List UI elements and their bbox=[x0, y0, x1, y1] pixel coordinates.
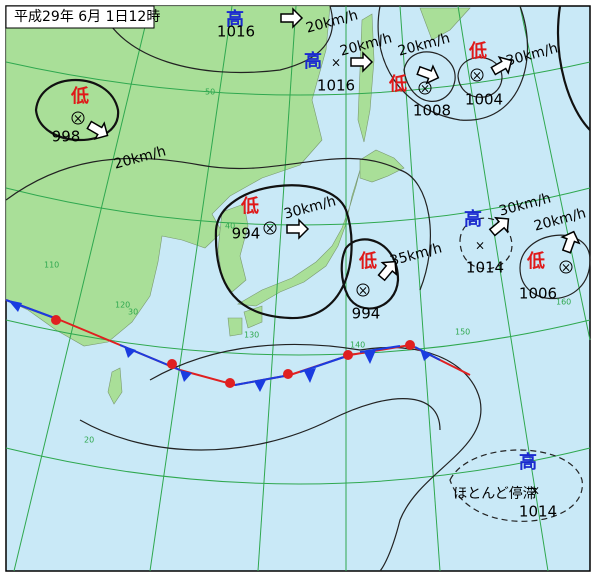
pressure: 994 bbox=[232, 225, 261, 243]
pressure: 1006 bbox=[519, 285, 557, 303]
land bbox=[5, 5, 471, 405]
pressure: 1016 bbox=[217, 23, 255, 41]
system-type: 低 bbox=[240, 195, 259, 217]
center-mark: × bbox=[265, 222, 275, 236]
grid-label: 30 bbox=[128, 308, 138, 317]
motion-arrow bbox=[488, 216, 510, 237]
center-ring bbox=[418, 81, 432, 95]
pressure: 1016 bbox=[317, 77, 355, 95]
grid-label: 110 bbox=[44, 261, 59, 270]
center-mark: × bbox=[561, 261, 571, 275]
system-type: 低 bbox=[526, 250, 545, 272]
center-ring bbox=[470, 68, 484, 82]
pressure: 1008 bbox=[413, 102, 451, 120]
center-mark: × bbox=[73, 112, 83, 126]
grid-label: 150 bbox=[455, 328, 470, 337]
map-title: 平成29年 6月 1日12時 bbox=[14, 9, 160, 25]
motion-arrow bbox=[490, 56, 513, 76]
front bbox=[5, 299, 471, 392]
system-type: 低 bbox=[388, 73, 407, 95]
title-box bbox=[5, 5, 155, 29]
isobars bbox=[5, 5, 591, 572]
system-type: 低 bbox=[358, 250, 377, 272]
center-ring bbox=[559, 260, 573, 274]
center-mark: × bbox=[475, 239, 485, 253]
pressure: 1014 bbox=[519, 503, 557, 521]
center-ring bbox=[356, 283, 370, 297]
pressure: 1004 bbox=[465, 91, 503, 109]
motion-arrow bbox=[560, 230, 581, 254]
grid-label: 140 bbox=[350, 341, 365, 350]
system-type: 低 bbox=[468, 40, 487, 62]
grid-label: 160 bbox=[556, 298, 571, 307]
motion-arrow bbox=[86, 120, 109, 140]
grid-label: 20 bbox=[84, 436, 94, 445]
motion-arrow bbox=[416, 64, 440, 85]
center-mark: × bbox=[358, 284, 368, 298]
center-mark: × bbox=[530, 484, 540, 498]
system-type: 高 bbox=[304, 50, 322, 72]
grid-label: 50 bbox=[205, 88, 215, 97]
system-type: 高 bbox=[226, 8, 244, 30]
center-mark: × bbox=[420, 82, 430, 96]
motion-arrow bbox=[286, 218, 310, 240]
system-type: 低 bbox=[70, 85, 89, 107]
center-ring bbox=[71, 111, 85, 125]
center-mark: × bbox=[331, 56, 341, 70]
grid-label: 40 bbox=[225, 222, 235, 231]
pressure: 1014 bbox=[466, 259, 504, 277]
system-type: 高 bbox=[519, 451, 537, 473]
motion-arrow bbox=[350, 51, 374, 73]
grid-labels: 50 40 30 20 110 120 130 140 150 160 bbox=[44, 88, 571, 445]
grid-label: 120 bbox=[115, 301, 130, 310]
grid-label: 130 bbox=[244, 331, 259, 340]
motion-arrow bbox=[280, 7, 304, 29]
pressure: 998 bbox=[52, 128, 81, 146]
motion: ほとんど停滞 bbox=[453, 485, 537, 502]
center-mark: × bbox=[472, 69, 482, 83]
pressure: 994 bbox=[352, 305, 381, 323]
center-ring bbox=[263, 221, 277, 235]
motion-arrow bbox=[377, 260, 398, 282]
system-type: 高 bbox=[464, 208, 482, 230]
